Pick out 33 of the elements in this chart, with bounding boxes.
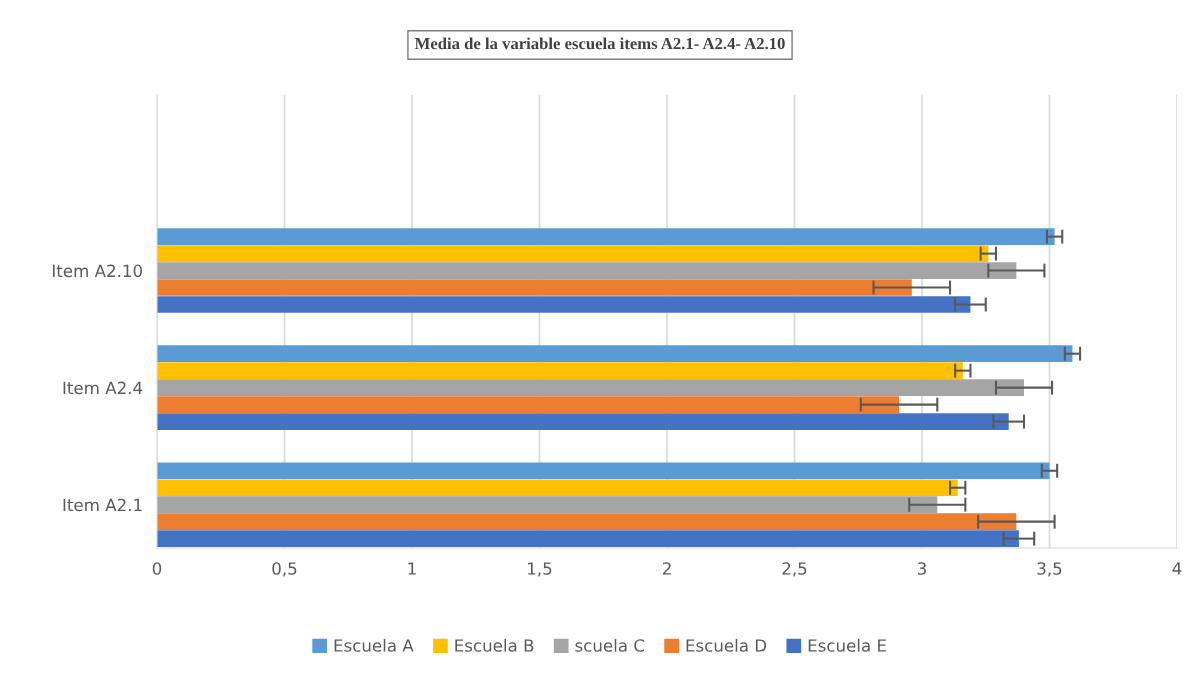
bar: [157, 345, 1073, 363]
x-tick-label: 2: [662, 562, 671, 575]
x-tick-label: 3: [917, 562, 926, 575]
bar: [157, 496, 938, 514]
chart-title: Media de la variable escuela items A2.1- A2.4- A2.10: [414, 37, 785, 50]
bar: [157, 296, 971, 313]
bar: [157, 279, 912, 296]
y-tick-label: Item A2.4: [63, 381, 143, 395]
bar: [157, 413, 1009, 430]
bar: [157, 513, 1017, 530]
legend-label: Escuela B: [455, 638, 534, 652]
y-tick-label: Item A2.10: [53, 264, 143, 278]
bar: [157, 530, 1019, 547]
bar: [157, 362, 963, 379]
x-tick-label: 1,5: [528, 562, 552, 577]
x-tick-label: 2,5: [782, 562, 807, 577]
bar: [157, 396, 900, 413]
x-tick-label: 0: [152, 562, 162, 575]
x-tick-label: 4: [1172, 562, 1182, 575]
bar: [157, 262, 1017, 279]
bar: [157, 245, 989, 262]
y-tick-label: Item A2.1: [63, 498, 142, 512]
bar: [157, 228, 1055, 245]
x-tick-label: 0,5: [272, 562, 297, 577]
x-tick-label: 3,5: [1037, 562, 1062, 577]
legend-label: Escuela E: [808, 638, 886, 652]
bar: [157, 479, 958, 497]
x-tick-label: 1: [408, 562, 416, 575]
legend-label: Escuela A: [334, 638, 414, 652]
bar: [157, 462, 1050, 480]
legend-label: scuela C: [575, 638, 645, 652]
legend-label: Escuela D: [686, 638, 767, 652]
bar: [157, 379, 1024, 396]
